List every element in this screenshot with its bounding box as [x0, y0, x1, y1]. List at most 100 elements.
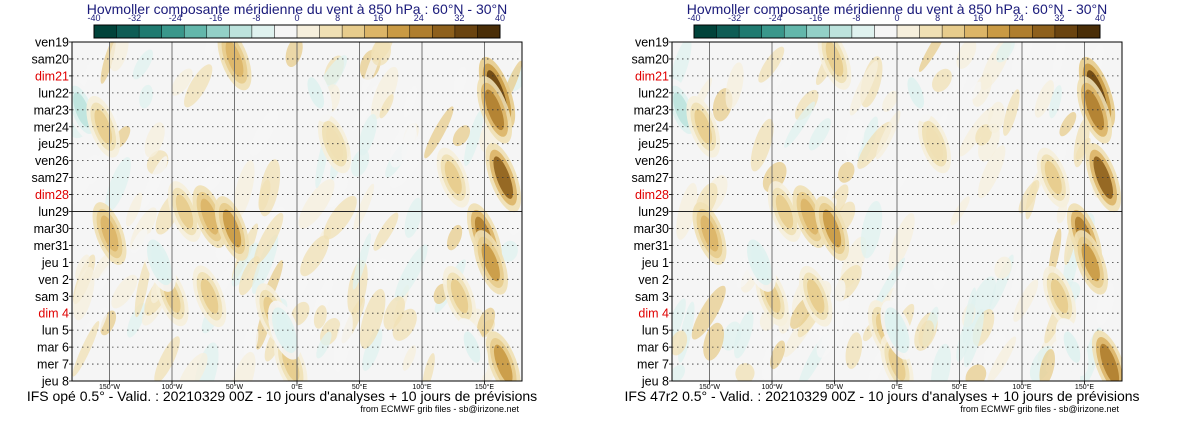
colorbar-swatch [184, 25, 208, 38]
date-label: mer24 [634, 120, 669, 134]
colorbar-swatch [229, 25, 253, 38]
wind-anomaly-streak [967, 81, 982, 101]
date-label: sam27 [631, 171, 669, 185]
colorbar-swatch [251, 25, 275, 38]
colorbar-swatch [116, 25, 140, 38]
date-label: jeu 8 [641, 375, 669, 389]
date-label: lun22 [638, 86, 669, 100]
wind-anomaly-streak [154, 336, 180, 381]
heatmap-field [672, 42, 1122, 381]
date-label: ven 2 [38, 273, 69, 287]
longitude-tick-label: 100°E [412, 383, 431, 391]
wind-feature-contour [1050, 279, 1069, 314]
wind-anomaly-streak [126, 302, 146, 338]
colorbar-swatch [319, 25, 343, 38]
date-label: mar30 [34, 222, 69, 236]
colorbar-swatch [454, 25, 478, 38]
wind-anomaly-streak [735, 363, 755, 381]
colorbar-tick-label: -32 [128, 13, 141, 23]
date-label: ven26 [635, 154, 669, 168]
wind-anomaly-streak [933, 270, 946, 291]
date-label: ven26 [35, 154, 69, 168]
colorbar-swatch [161, 25, 185, 38]
wind-anomaly-streak [1059, 112, 1077, 137]
wind-feature-contour [800, 198, 819, 235]
longitude-tick-label: 0°E [291, 383, 303, 391]
wind-anomaly-streak [93, 252, 113, 279]
wind-anomaly-streak [931, 343, 952, 381]
colorbar-swatch [942, 25, 965, 38]
wind-anomaly-streak [231, 242, 259, 287]
wind-anomaly-streak [125, 192, 143, 227]
wind-anomaly-streak [1003, 89, 1020, 136]
colorbar-swatch [94, 25, 117, 38]
wind-anomaly-streak [703, 322, 724, 361]
wind-anomaly-streak [821, 298, 850, 349]
wind-anomaly-streak [333, 311, 353, 372]
wind-anomaly-streak [672, 298, 686, 358]
colorbar-swatch [694, 25, 717, 38]
colorbar-tick-label: -32 [728, 13, 741, 23]
colorbar-swatch [919, 25, 943, 38]
wind-feature-contour [200, 278, 219, 314]
wind-anomaly-streak [359, 288, 386, 349]
wind-feature-contour [326, 127, 343, 160]
wind-feature [299, 63, 333, 122]
wind-feature-contour [307, 77, 325, 109]
date-label: jeu25 [637, 137, 669, 151]
wind-anomaly-streak [725, 62, 744, 110]
date-label: mar30 [634, 222, 669, 236]
wind-anomaly-streak [733, 310, 754, 359]
wind-feature-contour [481, 243, 500, 282]
plot-frame [71, 41, 523, 382]
wind-anomaly-streak [1012, 42, 1034, 77]
wind-anomaly-streak [918, 42, 950, 72]
wind-anomaly-streak [392, 308, 417, 341]
wind-feature-contour [151, 246, 168, 279]
wind-anomaly-streak [73, 266, 95, 321]
wind-anomaly-streak [131, 228, 148, 254]
longitude-tick-label: 100°W [161, 383, 182, 391]
wind-anomaly-streak [888, 167, 909, 197]
wind-anomaly-streak [1048, 228, 1062, 278]
wind-anomaly-streak [691, 285, 726, 340]
wind-feature [142, 232, 177, 292]
wind-anomaly-streak [975, 124, 992, 146]
colorbar-tick-label: 0 [294, 13, 299, 23]
colorbar-swatch [342, 25, 365, 38]
wind-anomaly-streak [422, 353, 435, 381]
wind-anomaly-streak [72, 154, 100, 208]
wind-anomaly-streak [259, 159, 281, 217]
wind-anomaly-streak [132, 49, 154, 80]
wind-anomaly-streak [177, 352, 208, 381]
longitude-tick-label: 150°W [699, 383, 720, 391]
wind-feature-contour [276, 314, 293, 347]
date-label: jeu 1 [41, 256, 69, 270]
wind-anomaly-streak [105, 157, 131, 213]
longitude-tick-label: 50°E [352, 383, 368, 391]
wind-anomaly-streak [1075, 137, 1091, 160]
longitude-tick-label: 50°W [826, 383, 844, 391]
colorbar-tick-label: -16 [209, 13, 222, 23]
wind-anomaly-streak [889, 268, 909, 309]
date-label: lun29 [38, 205, 69, 219]
longitude-tick-label: 0°E [891, 383, 903, 391]
wind-anomaly-streak [402, 345, 417, 371]
date-label: mer31 [34, 239, 69, 253]
wind-feature [267, 300, 302, 360]
wind-anomaly-streak [932, 68, 952, 92]
date-label: dim28 [635, 188, 669, 202]
wind-anomaly-streak [371, 42, 394, 62]
wind-anomaly-streak [918, 320, 935, 348]
colorbar-swatch [897, 25, 920, 38]
wind-feature-contour [200, 198, 219, 235]
wind-anomaly-streak [371, 66, 399, 120]
longitude-tick-label: 150°E [1075, 383, 1094, 391]
wind-anomaly-streak [362, 328, 383, 371]
wind-anomaly-streak [950, 196, 970, 226]
wind-anomaly-streak [401, 125, 418, 166]
wind-feature [192, 185, 227, 248]
wind-anomaly-streak [784, 101, 815, 148]
wind-anomaly-streak [316, 331, 332, 359]
wind-anomaly-streak [1052, 42, 1068, 83]
